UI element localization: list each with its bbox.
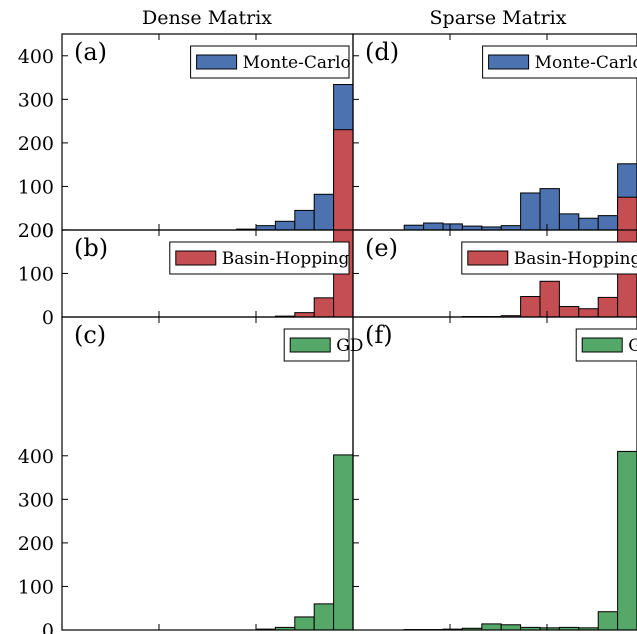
bar <box>558 213 580 231</box>
bar <box>274 220 296 231</box>
bar <box>442 223 463 231</box>
y-tick-label: 200 <box>18 133 54 155</box>
legend-swatch <box>289 337 331 353</box>
panel-d: (d) Monte-Carlo <box>352 33 637 231</box>
legend-swatch <box>196 54 238 70</box>
panel-b: 0 100 200 (b) Basin-Hopping <box>18 129 354 329</box>
panel-a: 0 100 200 300 400 (a) Monte-Carlo <box>18 33 354 242</box>
y-tick-label: 400 <box>18 46 54 68</box>
legend-label: Monte-Carlo <box>243 53 351 73</box>
panel-label: (b) <box>74 234 108 262</box>
bar <box>500 225 522 231</box>
y-tick-label: 0 <box>42 220 54 242</box>
legend-label: GD <box>336 336 363 356</box>
y-tick-label: 200 <box>18 220 54 242</box>
bar <box>313 193 335 231</box>
bar <box>539 188 560 231</box>
y-tick-label: 100 <box>18 176 54 198</box>
legend-label: GD <box>628 336 637 356</box>
panel-label: (f) <box>365 321 393 349</box>
bar <box>294 616 315 631</box>
y-tick-label: 0 <box>42 307 54 329</box>
bar <box>558 306 580 318</box>
bar <box>597 296 619 318</box>
panel-frame <box>61 316 354 631</box>
panel-grid: 0 100 200 300 400 (a) Monte-Carlo 0 100 200 (b) Bas… <box>18 33 637 634</box>
legend-label: Basin-Hopping <box>514 249 637 269</box>
y-tick-label: 100 <box>18 263 54 285</box>
legend-swatch <box>467 250 509 266</box>
bar <box>520 296 541 318</box>
panel-label: (c) <box>74 321 106 349</box>
bar <box>294 209 315 231</box>
column-title-dense: Dense Matrix <box>142 7 272 29</box>
bar <box>423 222 444 231</box>
panel-label: (a) <box>74 38 107 66</box>
y-tick-label: 0 <box>42 620 54 634</box>
bar <box>578 308 599 318</box>
bar <box>500 624 522 631</box>
bar <box>333 454 354 631</box>
panel-f: (f) GD <box>352 316 637 631</box>
bar <box>520 192 541 231</box>
y-tick-label: 200 <box>18 533 54 555</box>
bar <box>313 297 335 318</box>
column-title-sparse: Sparse Matrix <box>430 7 567 29</box>
panel-c: 0 100 200 300 400 (c) GD <box>18 316 363 634</box>
y-tick-label: 100 <box>18 576 54 598</box>
y-tick-label: 300 <box>18 89 54 111</box>
bar <box>313 603 335 631</box>
panel-label: (d) <box>365 38 399 66</box>
bar <box>597 611 619 631</box>
bar <box>617 450 637 631</box>
bar <box>578 217 599 231</box>
y-tick-label: 300 <box>18 489 54 511</box>
panel-e: (e) Basin-Hopping <box>352 196 637 318</box>
bar <box>294 312 315 318</box>
panel-label: (e) <box>365 234 398 262</box>
legend-label: Monte-Carlo <box>535 53 637 73</box>
bar <box>539 280 560 318</box>
y-tick-label: 400 <box>18 446 54 468</box>
legend-swatch <box>175 250 217 266</box>
legend-swatch <box>488 54 530 70</box>
bar <box>481 623 502 631</box>
bar <box>403 224 425 231</box>
bar <box>255 225 276 231</box>
bar <box>333 129 354 318</box>
bar <box>597 215 619 231</box>
legend-label: Basin-Hopping <box>222 249 350 269</box>
panel-frame <box>352 316 637 631</box>
legend-swatch <box>581 337 623 353</box>
